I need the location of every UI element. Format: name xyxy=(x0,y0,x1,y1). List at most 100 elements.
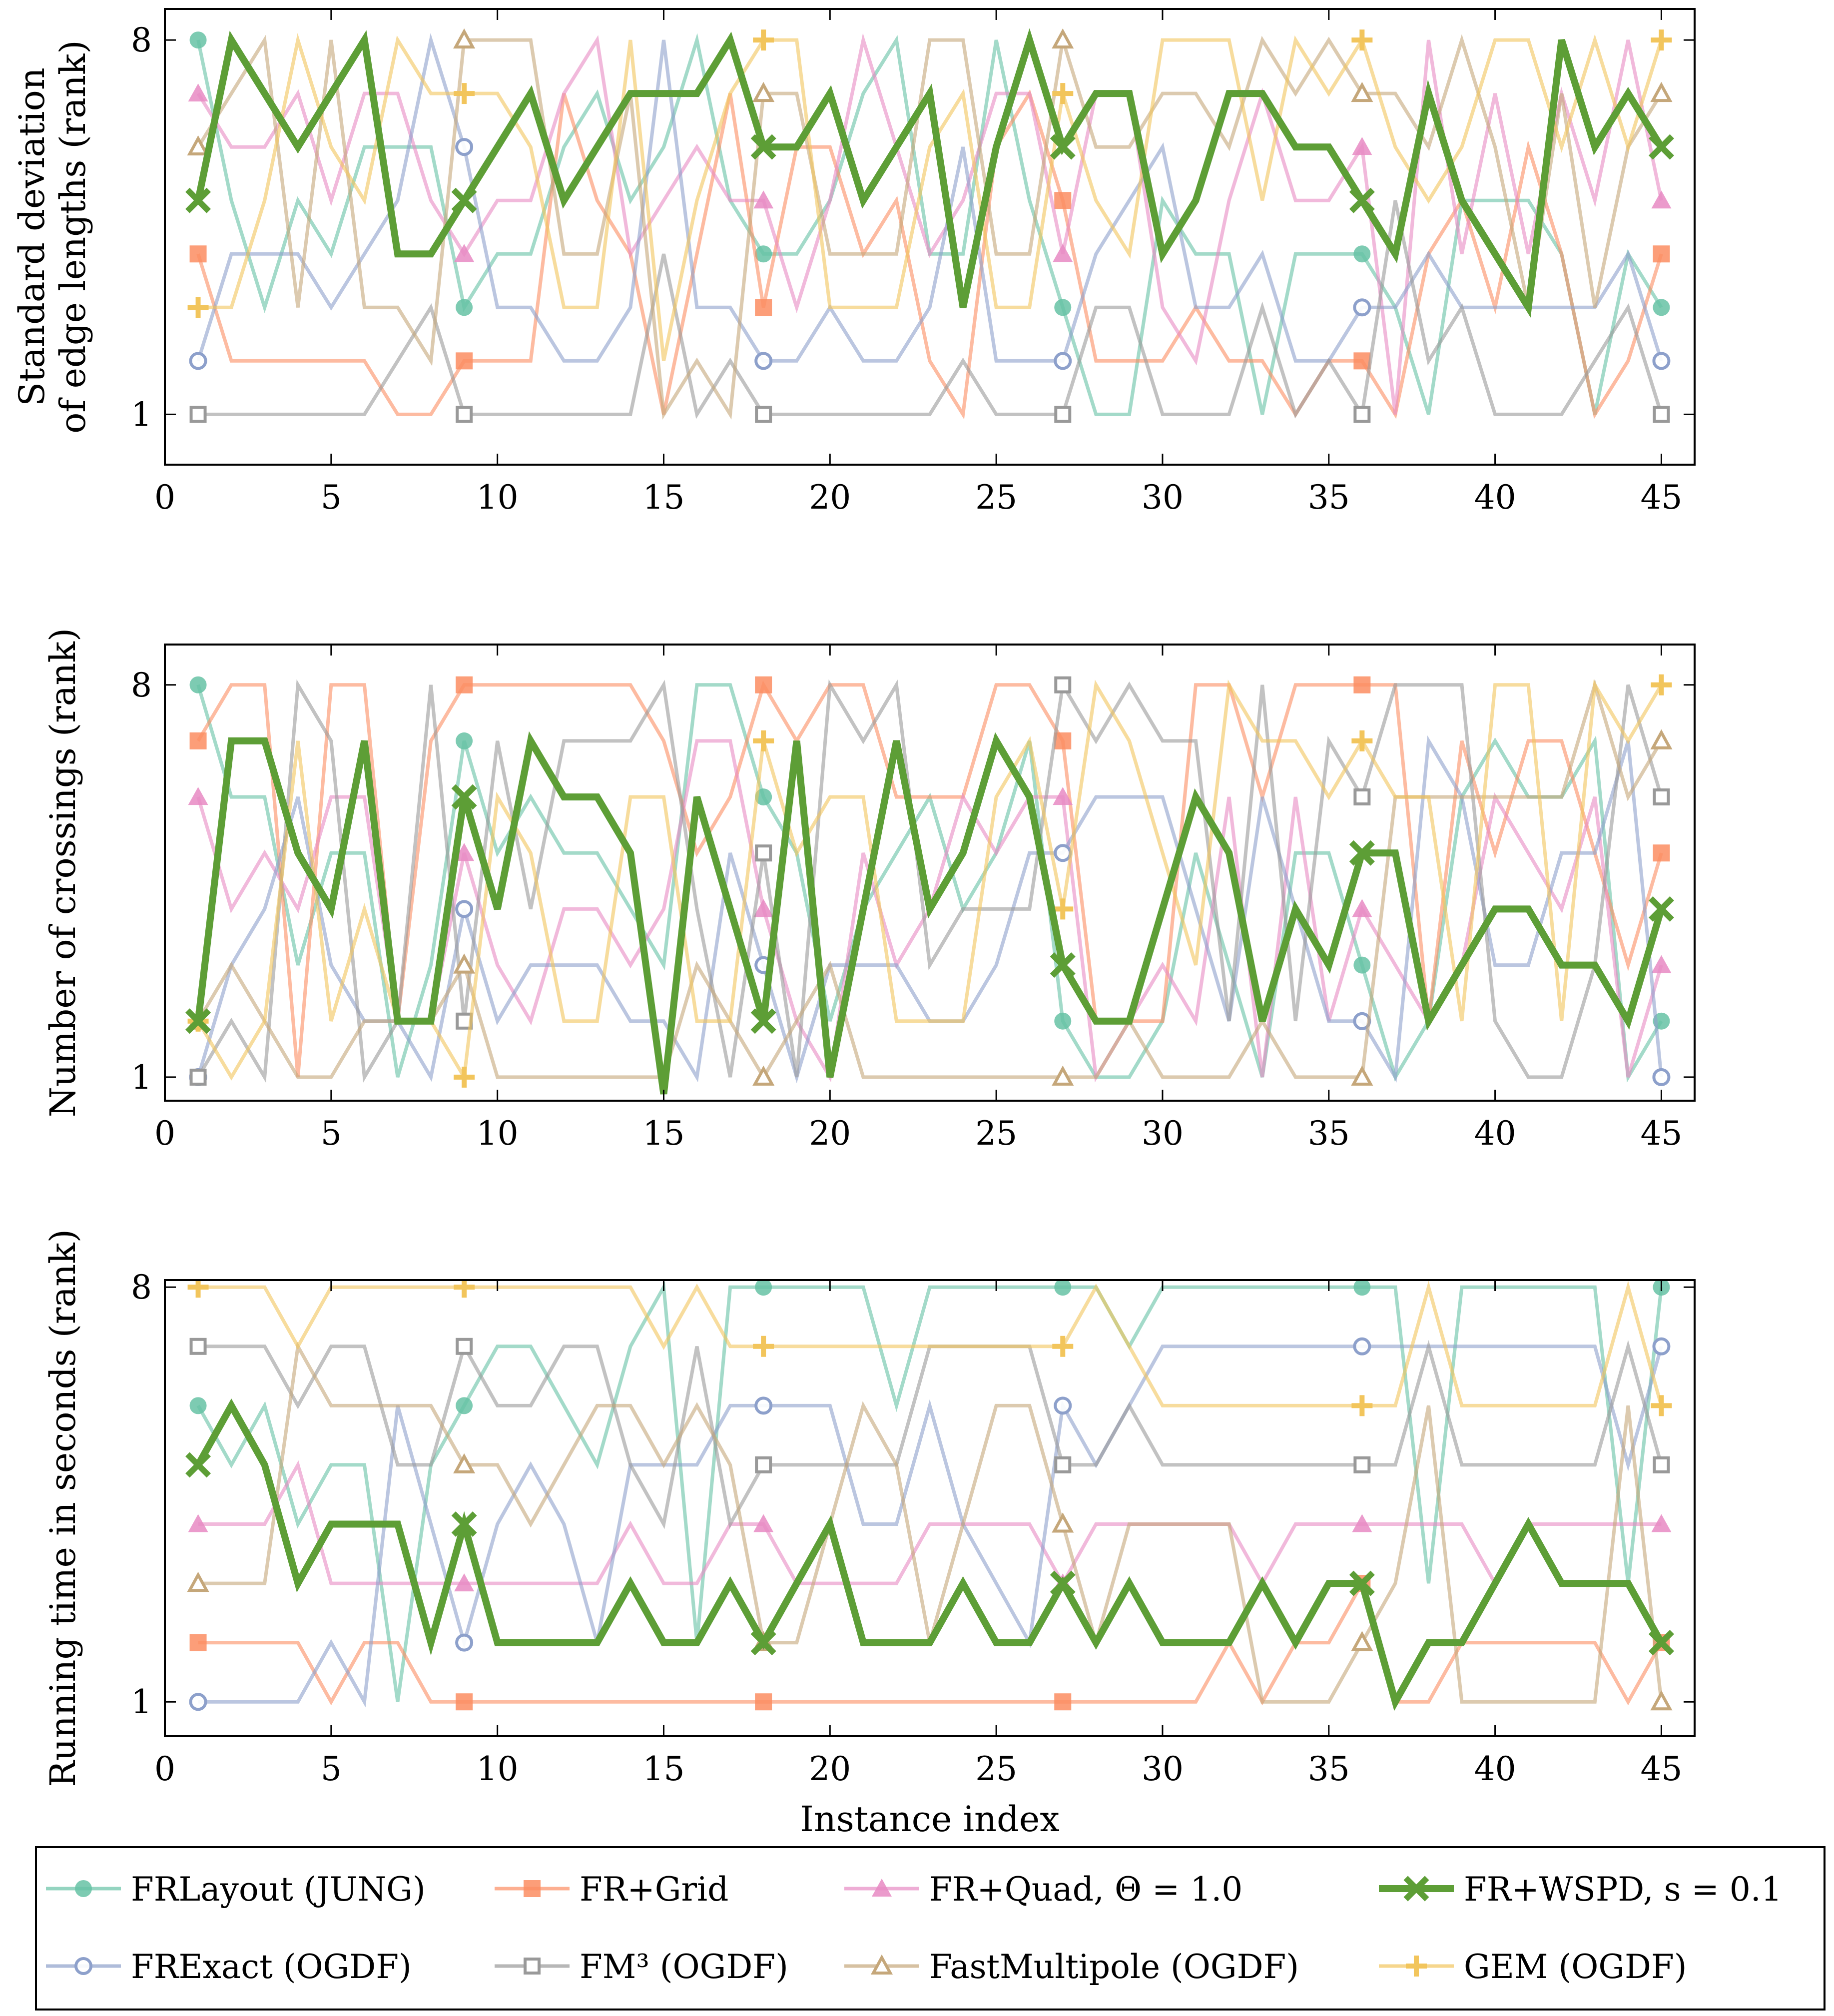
data-point-fr-grid-1 xyxy=(189,1634,207,1651)
y-axis-title: Number of crossings (rank) xyxy=(42,628,83,1117)
data-point-fr-wspd-s-0-1-27 xyxy=(1050,1570,1076,1596)
x-tick-label: 5 xyxy=(321,1114,342,1153)
data-point-frexact-ogdf-1 xyxy=(189,1693,207,1711)
x-tick-label: 35 xyxy=(1308,478,1350,517)
x-tick-label: 20 xyxy=(809,1750,851,1788)
data-point-fm-ogdf-9 xyxy=(456,406,473,423)
data-point-fr-quad-1-0-36 xyxy=(1352,899,1372,917)
data-point-fr-quad-1-0-18 xyxy=(753,1514,774,1532)
data-point-frexact-ogdf-36 xyxy=(1353,1337,1371,1355)
legend-label: FR+Quad, Θ = 1.0 xyxy=(929,1870,1242,1909)
data-point-fm-ogdf-27 xyxy=(1054,676,1072,693)
data-point-fm-ogdf-1 xyxy=(189,1068,207,1086)
series-line-fr-grid xyxy=(196,680,1663,1078)
data-point-fr-grid-45 xyxy=(1653,245,1670,263)
legend-entry-gem-ogdf: GEM (OGDF) xyxy=(1379,1948,1687,1986)
y-tick-label: 8 xyxy=(131,21,152,59)
series-fr-quad-1-0 xyxy=(188,1460,1672,1592)
data-point-frlayout-jung-9 xyxy=(456,732,473,749)
series-line-gem-ogdf xyxy=(198,33,1663,362)
data-point-frlayout-jung-18 xyxy=(755,788,772,806)
data-point-fr-grid-45 xyxy=(1653,844,1670,862)
legend-box xyxy=(35,1846,1826,2011)
data-point-fr-wspd-s-0-1-27 xyxy=(1050,952,1076,978)
legend-marker-frlayout-jung xyxy=(75,1880,92,1897)
x-tick-label: 10 xyxy=(477,478,519,517)
data-point-fm-ogdf-18 xyxy=(755,1456,772,1473)
legend: FRLayout (JUNG) FR+Grid FR+Quad, Θ = 1.0 FR… xyxy=(35,1846,1826,2011)
x-tick-label: 25 xyxy=(975,478,1017,517)
series-gem-ogdf xyxy=(187,29,1672,362)
data-point-fr-wspd-s-0-1-36 xyxy=(1349,840,1375,866)
x-tick-label: 0 xyxy=(154,1750,175,1788)
data-point-frexact-ogdf-45 xyxy=(1652,1068,1671,1086)
x-tick-label: 35 xyxy=(1308,1750,1350,1788)
x-tick-label: 40 xyxy=(1474,1114,1516,1153)
data-point-frexact-ogdf-36 xyxy=(1353,298,1371,317)
data-point-fastmultipole-ogdf-18 xyxy=(752,81,775,102)
y-tick-label: 8 xyxy=(131,666,152,704)
y-tick-label: 1 xyxy=(131,395,152,434)
series-frlayout-jung xyxy=(189,1280,1670,1702)
data-point-frlayout-jung-1 xyxy=(189,1397,207,1414)
data-point-fastmultipole-ogdf-36 xyxy=(1351,1065,1373,1086)
y-axis-title: of edge lengths (rank) xyxy=(52,40,93,433)
data-point-frlayout-jung-18 xyxy=(755,1280,772,1296)
data-point-fr-wspd-s-0-1-1 xyxy=(185,187,211,213)
data-point-frlayout-jung-9 xyxy=(456,1397,473,1414)
data-point-gem-ogdf-27 xyxy=(1052,898,1074,920)
data-point-fastmultipole-ogdf-18 xyxy=(752,1065,775,1086)
data-point-frexact-ogdf-18 xyxy=(754,352,773,370)
data-point-fastmultipole-ogdf-9 xyxy=(453,1453,476,1473)
chart-panel-3: 0 5 10 15 20 25 30 35 40 45 1 8 Running time in seco… xyxy=(42,1229,1696,1840)
x-tick-label: 25 xyxy=(975,1750,1017,1788)
data-point-fm-ogdf-45 xyxy=(1653,406,1670,423)
data-point-fr-grid-36 xyxy=(1353,676,1371,693)
data-point-fm-ogdf-27 xyxy=(1054,406,1072,423)
data-point-fr-grid-9 xyxy=(456,676,473,693)
legend-entry-fm-ogdf: FM³ (OGDF) xyxy=(495,1948,788,1986)
data-point-fr-grid-1 xyxy=(189,245,207,263)
data-point-fr-wspd-s-0-1-1 xyxy=(185,1452,211,1478)
data-point-frlayout-jung-45 xyxy=(1653,299,1670,316)
data-point-fastmultipole-ogdf-45 xyxy=(1650,729,1673,749)
data-point-fr-quad-1-0-27 xyxy=(1053,787,1073,805)
data-point-frlayout-jung-36 xyxy=(1353,245,1371,263)
data-point-fr-quad-1-0-1 xyxy=(188,1514,208,1532)
data-point-fastmultipole-ogdf-1 xyxy=(187,1571,209,1592)
data-point-fr-quad-1-0-1 xyxy=(188,83,208,102)
data-point-frlayout-jung-27 xyxy=(1054,1012,1072,1030)
data-point-frexact-ogdf-9 xyxy=(455,900,474,918)
data-point-fastmultipole-ogdf-45 xyxy=(1650,81,1673,102)
legend-entry-fr-quad-1-0: FR+Quad, Θ = 1.0 xyxy=(844,1870,1242,1909)
x-tick-label: 15 xyxy=(642,478,684,517)
data-point-fastmultipole-ogdf-9 xyxy=(453,953,476,974)
x-tick-label: 0 xyxy=(154,478,175,517)
x-tick-label: 30 xyxy=(1142,1114,1184,1153)
data-point-frlayout-jung-36 xyxy=(1353,956,1371,974)
data-point-gem-ogdf-18 xyxy=(753,1336,774,1357)
data-point-frexact-ogdf-45 xyxy=(1652,1337,1671,1355)
chart-panel-1: 0 5 10 15 20 25 30 35 40 45 1 8 Standard deviation of… xyxy=(11,8,1696,517)
series-fr-quad-1-0 xyxy=(188,33,1672,415)
data-point-fr-quad-1-0-18 xyxy=(753,899,774,917)
data-point-fr-quad-1-0-36 xyxy=(1352,1514,1372,1532)
x-tick-label: 45 xyxy=(1640,1114,1682,1153)
data-point-gem-ogdf-45 xyxy=(1651,674,1672,695)
data-point-fr-grid-18 xyxy=(755,676,772,693)
data-point-fm-ogdf-1 xyxy=(189,1338,207,1355)
data-point-fr-quad-1-0-18 xyxy=(753,190,774,209)
data-point-fastmultipole-ogdf-9 xyxy=(453,28,476,49)
data-point-fr-wspd-s-0-1-18 xyxy=(750,134,776,160)
plot-frame xyxy=(164,8,1696,466)
series-line-gem-ogdf xyxy=(198,1281,1663,1407)
y-tick-label: 8 xyxy=(131,1268,152,1307)
data-point-gem-ogdf-27 xyxy=(1052,1336,1074,1357)
x-tick-label: 40 xyxy=(1474,1750,1516,1788)
data-point-frlayout-jung-9 xyxy=(456,299,473,316)
data-point-fr-quad-1-0-9 xyxy=(454,843,475,861)
data-point-frlayout-jung-1 xyxy=(189,676,207,693)
data-point-gem-ogdf-36 xyxy=(1351,730,1373,751)
series-line-frlayout-jung xyxy=(196,1281,1663,1702)
data-point-fm-ogdf-1 xyxy=(189,406,207,423)
